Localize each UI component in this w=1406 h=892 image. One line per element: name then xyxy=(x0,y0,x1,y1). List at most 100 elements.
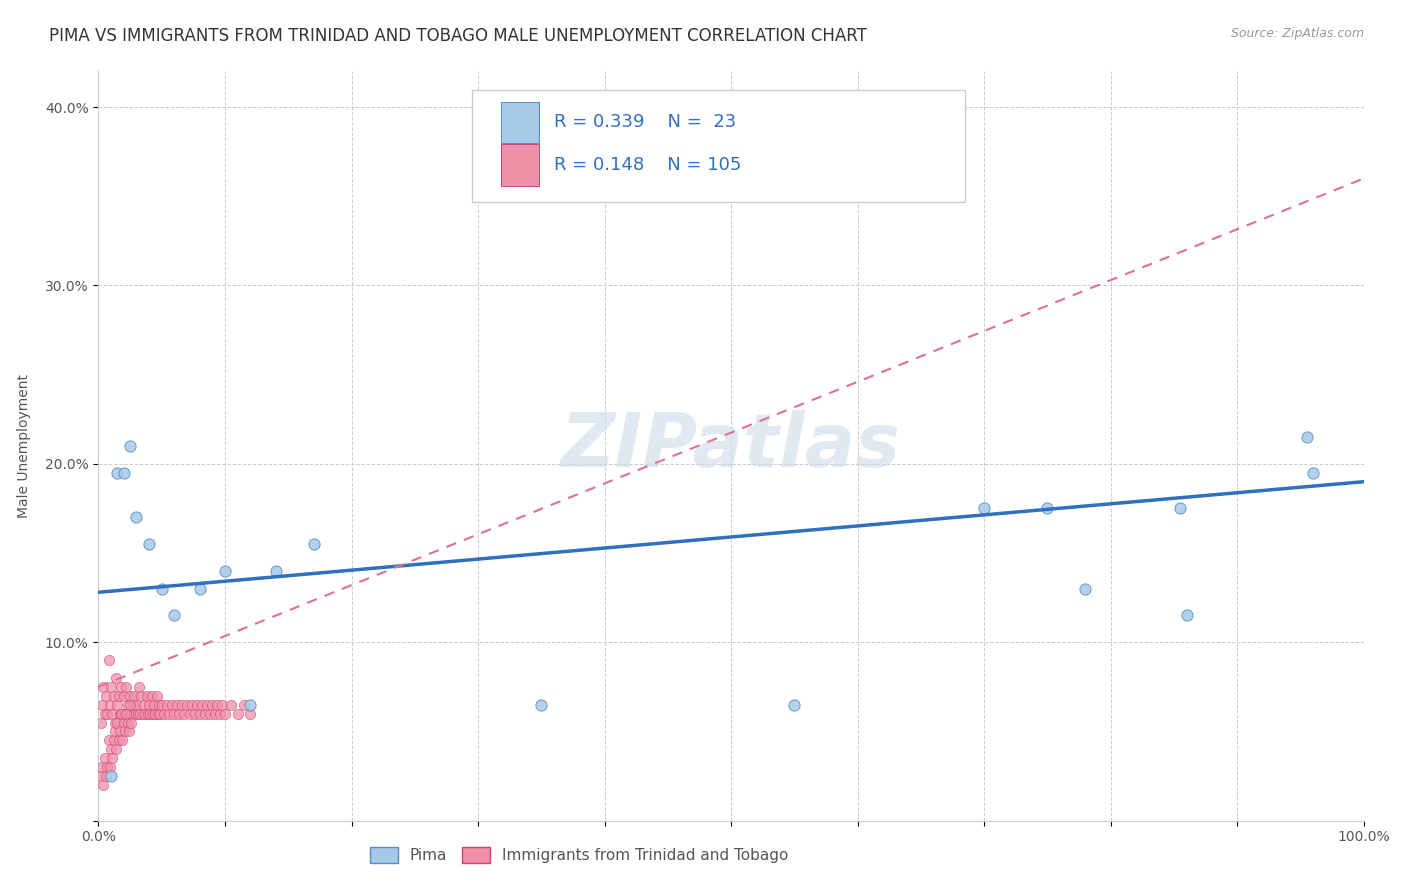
Point xyxy=(149,706,172,721)
Point xyxy=(138,537,160,551)
Point xyxy=(125,698,148,712)
Point xyxy=(169,706,191,721)
Point xyxy=(135,689,157,703)
Point xyxy=(145,689,167,703)
Point xyxy=(207,698,229,712)
Point xyxy=(115,706,138,721)
Point xyxy=(163,706,186,721)
Point xyxy=(194,706,217,721)
Point xyxy=(150,582,173,596)
Point xyxy=(191,698,214,712)
Point xyxy=(108,706,131,721)
Point xyxy=(107,698,129,712)
Point xyxy=(115,680,138,694)
Point xyxy=(91,698,114,712)
Point xyxy=(233,698,256,712)
Point xyxy=(1036,501,1059,516)
Point xyxy=(239,706,262,721)
Point xyxy=(872,136,894,150)
Point xyxy=(181,698,204,712)
Point xyxy=(96,706,118,721)
Point xyxy=(114,724,136,739)
Point xyxy=(131,689,153,703)
Point xyxy=(118,724,141,739)
Point xyxy=(118,706,141,721)
Point xyxy=(112,715,135,730)
Text: R = 0.339    N =  23: R = 0.339 N = 23 xyxy=(554,113,737,131)
Point xyxy=(146,706,169,721)
Point xyxy=(90,715,112,730)
Point xyxy=(94,689,117,703)
Point xyxy=(111,706,134,721)
Point xyxy=(121,698,143,712)
Point xyxy=(183,706,205,721)
Point xyxy=(107,689,129,703)
Point xyxy=(973,501,995,516)
Text: Source: ZipAtlas.com: Source: ZipAtlas.com xyxy=(1230,27,1364,40)
Point xyxy=(132,698,155,712)
Point xyxy=(100,769,122,783)
Point xyxy=(208,706,231,721)
Point xyxy=(136,706,159,721)
Point xyxy=(170,698,193,712)
Point xyxy=(186,698,208,712)
Point xyxy=(530,698,553,712)
Point xyxy=(239,698,262,712)
Point xyxy=(195,698,218,712)
Point xyxy=(214,706,236,721)
Point xyxy=(124,706,146,721)
Point xyxy=(122,689,145,703)
Point xyxy=(166,698,188,712)
Point xyxy=(204,706,226,721)
Point xyxy=(179,706,201,721)
Point xyxy=(201,698,224,712)
Point xyxy=(783,698,806,712)
Point xyxy=(117,715,139,730)
Point xyxy=(98,698,121,712)
Point xyxy=(219,698,243,712)
Point xyxy=(90,769,112,783)
Point xyxy=(103,689,125,703)
Point xyxy=(156,698,179,712)
Point xyxy=(153,706,176,721)
Point xyxy=(226,706,249,721)
Point xyxy=(214,564,236,578)
Point xyxy=(110,680,132,694)
Point xyxy=(1170,501,1192,516)
Point xyxy=(160,698,183,712)
Point xyxy=(1074,582,1097,596)
Point xyxy=(98,760,121,774)
Point xyxy=(120,698,141,712)
Point xyxy=(150,698,173,712)
Point xyxy=(138,698,160,712)
Point xyxy=(1296,430,1319,444)
Point xyxy=(198,706,221,721)
FancyBboxPatch shape xyxy=(471,90,966,202)
Point xyxy=(176,698,198,712)
Point xyxy=(120,715,142,730)
Point xyxy=(107,733,129,747)
Point xyxy=(163,608,186,623)
Text: PIMA VS IMMIGRANTS FROM TRINIDAD AND TOBAGO MALE UNEMPLOYMENT CORRELATION CHART: PIMA VS IMMIGRANTS FROM TRINIDAD AND TOB… xyxy=(49,27,868,45)
Point xyxy=(211,698,233,712)
Legend: Pima, Immigrants from Trinidad and Tobago: Pima, Immigrants from Trinidad and Tobag… xyxy=(364,841,794,869)
Point xyxy=(108,724,131,739)
Point xyxy=(93,680,115,694)
Point xyxy=(127,706,149,721)
Point xyxy=(100,680,122,694)
Point xyxy=(100,742,122,756)
Point xyxy=(129,706,152,721)
Point xyxy=(91,760,114,774)
Text: ZIPatlas: ZIPatlas xyxy=(561,409,901,483)
Point xyxy=(141,689,163,703)
Point xyxy=(264,564,287,578)
Point xyxy=(173,706,195,721)
Y-axis label: Male Unemployment: Male Unemployment xyxy=(17,374,31,518)
Point xyxy=(93,751,117,765)
Point xyxy=(1175,608,1198,623)
Point xyxy=(120,706,142,721)
Point xyxy=(94,769,117,783)
Point xyxy=(120,689,141,703)
Point xyxy=(103,733,125,747)
Point xyxy=(148,698,170,712)
